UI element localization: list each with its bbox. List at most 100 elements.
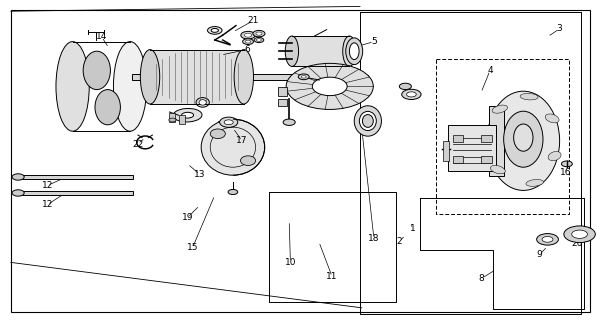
Circle shape	[537, 234, 558, 245]
Ellipse shape	[56, 42, 90, 131]
Ellipse shape	[196, 98, 209, 107]
Circle shape	[564, 226, 595, 243]
Circle shape	[298, 74, 309, 80]
Ellipse shape	[220, 117, 238, 127]
Text: 11: 11	[326, 272, 338, 281]
Circle shape	[253, 30, 265, 37]
Circle shape	[228, 189, 238, 195]
Circle shape	[211, 28, 218, 32]
Ellipse shape	[503, 111, 543, 167]
Circle shape	[169, 118, 176, 122]
Ellipse shape	[210, 129, 225, 139]
Circle shape	[402, 89, 421, 100]
Circle shape	[542, 236, 553, 242]
Circle shape	[399, 83, 411, 90]
Bar	[169, 113, 175, 122]
Circle shape	[283, 119, 295, 125]
Ellipse shape	[199, 100, 206, 105]
Ellipse shape	[491, 165, 505, 174]
Circle shape	[256, 32, 262, 35]
Text: 5: 5	[371, 37, 377, 46]
Ellipse shape	[113, 42, 146, 131]
Ellipse shape	[492, 105, 508, 113]
Bar	[453, 135, 463, 142]
Bar	[278, 87, 287, 96]
Text: 21: 21	[247, 16, 258, 25]
Ellipse shape	[342, 36, 356, 67]
Text: 4: 4	[487, 66, 493, 75]
Ellipse shape	[182, 112, 194, 118]
Bar	[238, 74, 338, 80]
Circle shape	[254, 37, 264, 43]
Ellipse shape	[350, 43, 359, 60]
Circle shape	[246, 40, 250, 43]
Bar	[150, 50, 244, 104]
Bar	[18, 175, 133, 179]
Circle shape	[312, 77, 347, 96]
Circle shape	[243, 39, 253, 44]
Text: 16: 16	[560, 168, 572, 177]
Ellipse shape	[362, 115, 373, 127]
Ellipse shape	[520, 93, 538, 100]
Ellipse shape	[346, 38, 363, 65]
Text: 7: 7	[353, 120, 359, 129]
Ellipse shape	[140, 50, 160, 104]
Bar	[481, 135, 492, 142]
Ellipse shape	[224, 120, 233, 125]
Bar	[481, 156, 492, 163]
Circle shape	[241, 31, 255, 39]
Ellipse shape	[526, 180, 543, 186]
Text: 15: 15	[186, 244, 198, 252]
Ellipse shape	[95, 90, 120, 125]
Ellipse shape	[83, 51, 110, 90]
Circle shape	[244, 33, 252, 37]
Ellipse shape	[548, 151, 561, 161]
Bar	[132, 74, 150, 80]
Bar	[489, 106, 504, 176]
Circle shape	[12, 190, 24, 196]
Ellipse shape	[487, 91, 560, 190]
Bar	[292, 36, 350, 67]
Text: 18: 18	[368, 234, 380, 243]
Circle shape	[286, 63, 373, 109]
Ellipse shape	[234, 50, 253, 104]
Text: 17: 17	[236, 136, 248, 145]
Bar	[448, 125, 496, 171]
Circle shape	[301, 76, 306, 78]
Ellipse shape	[514, 124, 533, 151]
Ellipse shape	[173, 108, 202, 122]
Text: 22: 22	[132, 140, 143, 148]
Text: 9: 9	[537, 250, 543, 259]
Text: 12: 12	[42, 200, 53, 209]
Circle shape	[561, 161, 572, 167]
Circle shape	[572, 230, 587, 238]
Ellipse shape	[359, 111, 376, 131]
Text: 13: 13	[194, 170, 206, 179]
Bar	[179, 115, 185, 124]
Bar	[453, 156, 463, 163]
Circle shape	[12, 174, 24, 180]
Ellipse shape	[286, 36, 299, 67]
Text: 6: 6	[244, 45, 250, 54]
Text: 14: 14	[96, 32, 107, 41]
Text: 19: 19	[182, 213, 194, 222]
Bar	[218, 121, 240, 128]
Ellipse shape	[545, 114, 559, 123]
Text: 8: 8	[479, 274, 485, 283]
Ellipse shape	[201, 119, 265, 175]
Text: 2: 2	[396, 237, 402, 246]
Bar	[332, 75, 368, 79]
Circle shape	[208, 27, 222, 34]
Text: 10: 10	[284, 258, 296, 267]
Ellipse shape	[354, 106, 381, 136]
Text: 12: 12	[42, 181, 53, 190]
Bar	[443, 141, 449, 161]
Bar	[278, 99, 287, 106]
Ellipse shape	[240, 156, 255, 165]
Text: 20: 20	[571, 239, 582, 248]
Text: 1: 1	[410, 224, 416, 233]
Text: 3: 3	[557, 24, 563, 33]
Circle shape	[257, 39, 261, 41]
Circle shape	[407, 92, 416, 97]
Bar	[18, 191, 133, 195]
